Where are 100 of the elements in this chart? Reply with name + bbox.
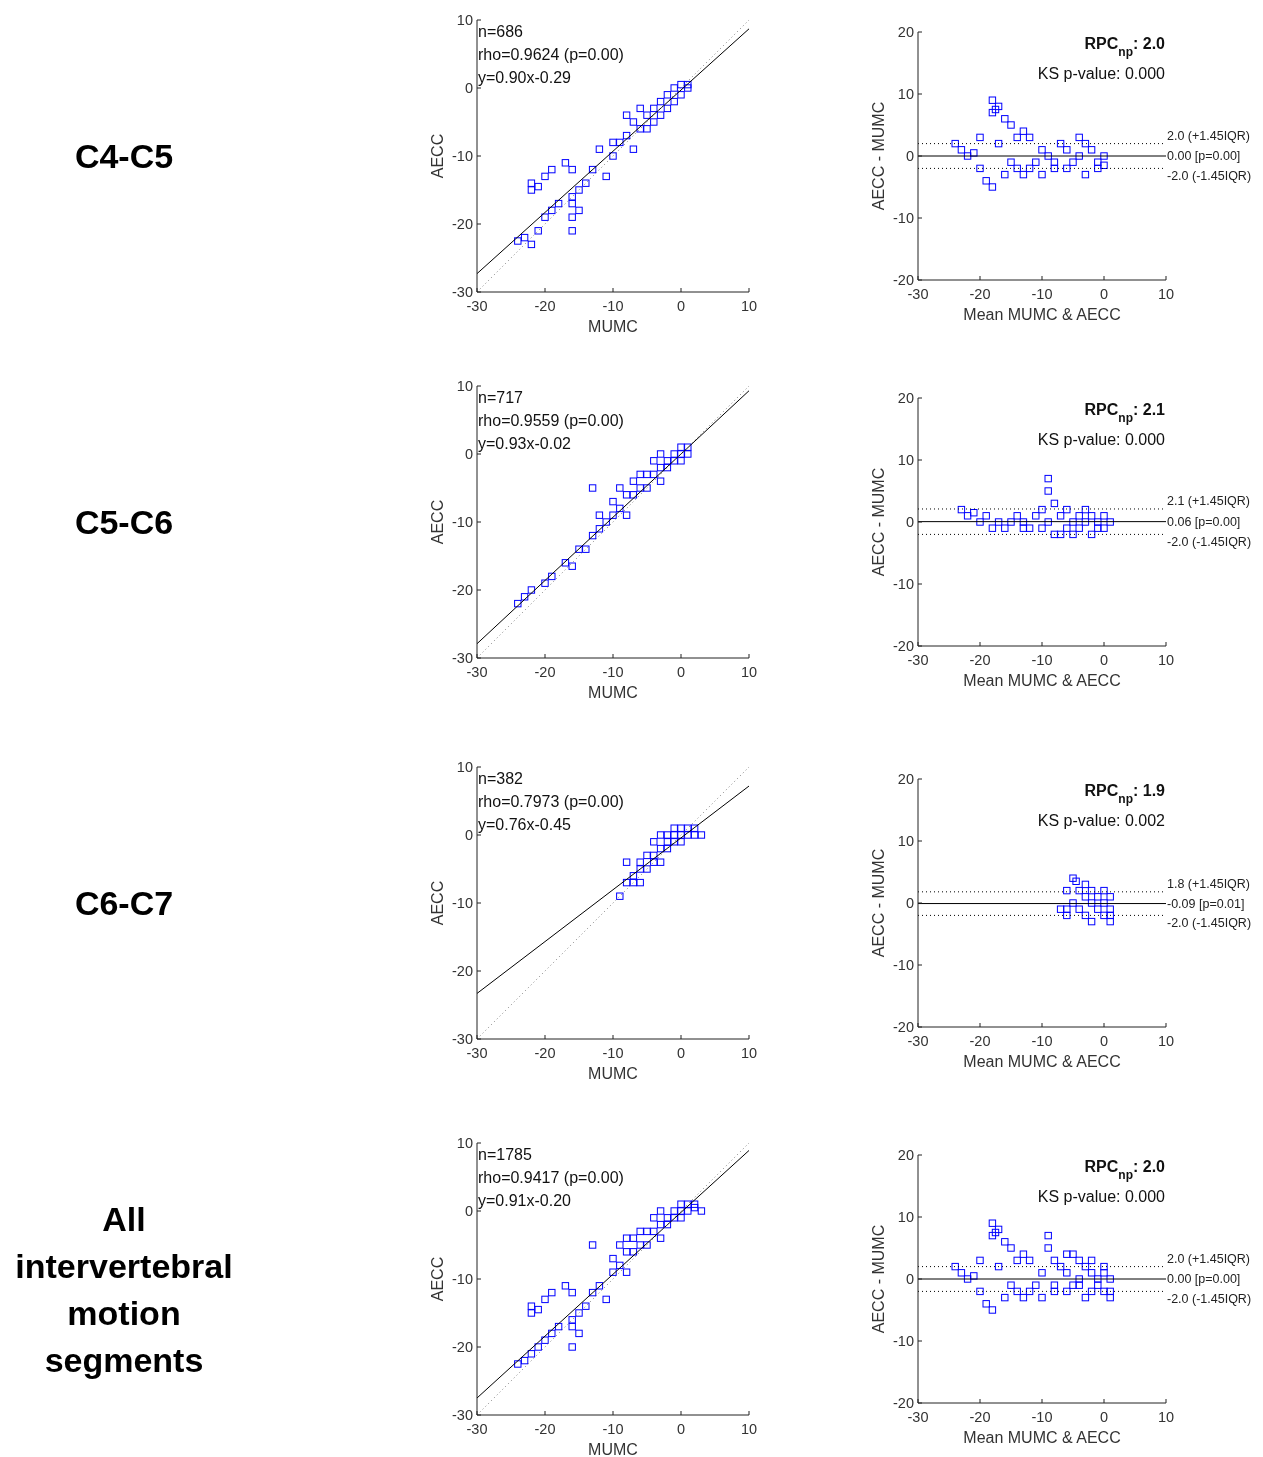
point bbox=[595, 511, 604, 519]
point bbox=[1044, 518, 1052, 526]
y-tick-label: -10 bbox=[893, 210, 914, 227]
point bbox=[690, 1200, 699, 1208]
point bbox=[991, 105, 1000, 114]
point bbox=[1056, 512, 1065, 520]
y-tick-label: -20 bbox=[893, 272, 914, 289]
point bbox=[1019, 518, 1028, 526]
point bbox=[684, 80, 692, 89]
y-tick-label: -10 bbox=[893, 576, 914, 593]
point bbox=[677, 1200, 685, 1208]
point bbox=[650, 118, 658, 126]
point bbox=[994, 518, 1003, 526]
point bbox=[622, 511, 631, 519]
x-tick-label: 10 bbox=[740, 298, 758, 314]
y-tick-label: 20 bbox=[897, 771, 914, 788]
point bbox=[670, 1207, 678, 1215]
y-tick-label: 10 bbox=[456, 378, 473, 395]
y-tick-label: -10 bbox=[452, 1271, 473, 1288]
annotation: n=1785 bbox=[478, 1146, 532, 1163]
y-tick-label: 0 bbox=[464, 827, 473, 844]
point bbox=[629, 1248, 638, 1256]
point bbox=[575, 545, 583, 553]
x-tick-label: 10 bbox=[740, 664, 758, 680]
point bbox=[1056, 1262, 1065, 1271]
point bbox=[520, 593, 529, 601]
x-tick-label: 0 bbox=[676, 1045, 686, 1061]
point bbox=[643, 470, 651, 479]
point bbox=[656, 1207, 665, 1215]
point bbox=[1001, 170, 1009, 179]
y-tick-label: 0 bbox=[905, 1271, 914, 1288]
point bbox=[1007, 518, 1015, 526]
point bbox=[670, 450, 678, 458]
annotation: n=382 bbox=[478, 770, 524, 787]
point bbox=[568, 562, 576, 570]
point bbox=[1013, 133, 1021, 142]
point bbox=[690, 824, 699, 832]
point bbox=[1075, 524, 1083, 532]
annotation: RPC$_{np}$: 2.0 bbox=[1084, 35, 1166, 59]
y-axis-title: AECC bbox=[429, 880, 446, 926]
x-tick-label: -20 bbox=[534, 1045, 556, 1061]
y-tick-label: 20 bbox=[897, 1147, 914, 1164]
point bbox=[1063, 505, 1071, 514]
point bbox=[1106, 518, 1114, 526]
ref-line-label: -2.0 (-1.45IQR) bbox=[1167, 916, 1252, 931]
y-tick-label: 0 bbox=[464, 80, 473, 97]
point bbox=[527, 586, 536, 594]
point bbox=[554, 1322, 563, 1331]
y-tick-label: 10 bbox=[897, 452, 914, 469]
point bbox=[609, 1268, 617, 1276]
point bbox=[568, 227, 576, 235]
point bbox=[595, 525, 604, 533]
point bbox=[663, 457, 672, 465]
y-tick-label: 0 bbox=[905, 148, 914, 165]
point bbox=[1106, 911, 1114, 920]
point bbox=[690, 831, 699, 839]
point bbox=[677, 1214, 685, 1222]
point bbox=[602, 1295, 610, 1304]
text: C4-C5 bbox=[74, 136, 174, 175]
point bbox=[963, 1275, 972, 1283]
point bbox=[548, 165, 556, 174]
point bbox=[988, 183, 997, 191]
point bbox=[677, 80, 685, 89]
point bbox=[1007, 158, 1015, 166]
y-tick-label: 0 bbox=[905, 895, 914, 912]
point bbox=[1087, 899, 1096, 907]
point bbox=[534, 227, 542, 235]
annotation: y=0.90x-0.29 bbox=[478, 69, 572, 86]
point bbox=[616, 1261, 624, 1270]
point bbox=[1094, 158, 1102, 166]
point bbox=[1075, 512, 1083, 520]
annotation: rho=0.9624 (p=0.00) bbox=[478, 46, 624, 63]
point bbox=[976, 133, 984, 142]
point bbox=[1038, 505, 1046, 514]
y-tick-label: -10 bbox=[452, 514, 473, 531]
point bbox=[1019, 1250, 1028, 1258]
point bbox=[629, 878, 638, 887]
point bbox=[994, 1225, 1003, 1234]
point bbox=[1025, 164, 1034, 173]
point bbox=[988, 1231, 997, 1240]
point bbox=[629, 145, 638, 153]
point bbox=[541, 1336, 549, 1344]
point bbox=[561, 159, 570, 167]
point bbox=[656, 111, 665, 119]
point bbox=[588, 165, 597, 174]
ref-line-label: -0.09 [p=0.01] bbox=[1167, 896, 1245, 911]
point bbox=[622, 111, 631, 119]
point bbox=[988, 96, 997, 104]
point bbox=[527, 1350, 536, 1358]
point bbox=[1001, 115, 1009, 123]
point bbox=[976, 1287, 984, 1296]
point bbox=[1019, 127, 1028, 135]
point bbox=[970, 149, 978, 157]
point bbox=[616, 1241, 624, 1249]
point bbox=[548, 206, 556, 215]
point bbox=[575, 206, 583, 215]
point bbox=[1013, 164, 1021, 173]
x-tick-label: 10 bbox=[1157, 1409, 1175, 1425]
point bbox=[1087, 512, 1096, 520]
x-tick-label: 10 bbox=[1157, 652, 1175, 668]
